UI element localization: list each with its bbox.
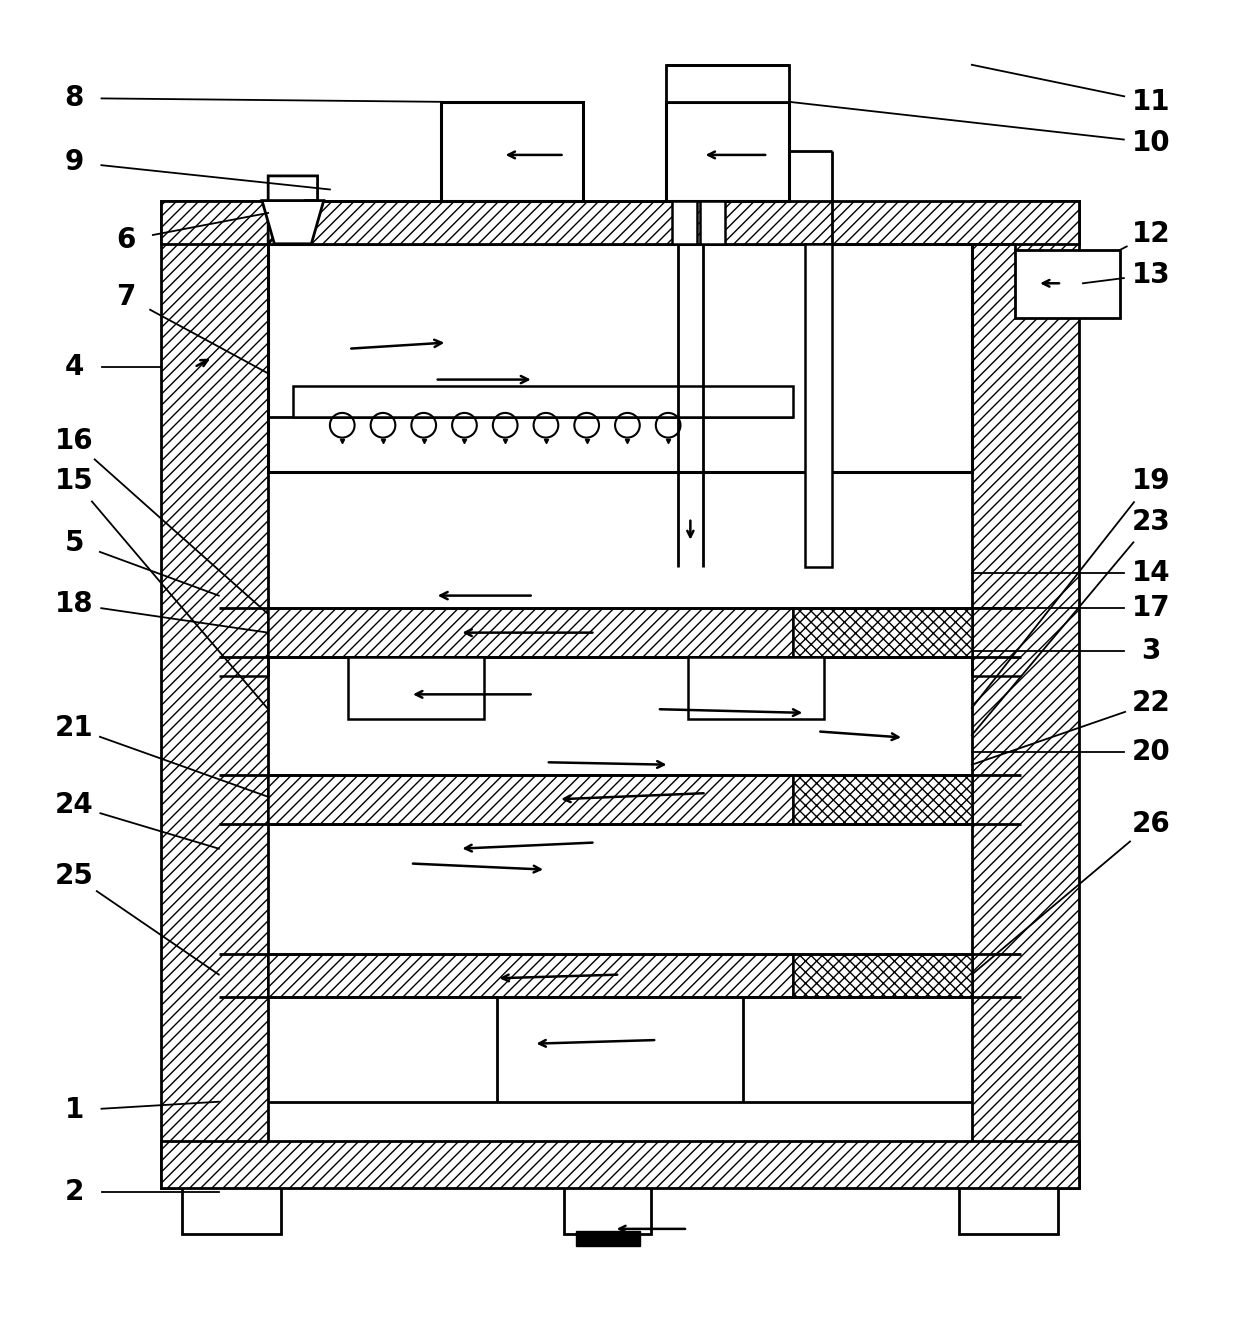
Bar xyxy=(575,1231,640,1246)
Bar xyxy=(348,657,484,719)
Bar xyxy=(960,1186,1058,1234)
Bar xyxy=(792,608,972,657)
Text: 11: 11 xyxy=(1132,88,1171,115)
Text: 13: 13 xyxy=(1131,260,1171,289)
Bar xyxy=(268,954,792,997)
Bar xyxy=(161,200,268,1188)
Text: 25: 25 xyxy=(55,861,94,890)
Bar xyxy=(161,1141,1079,1188)
Bar xyxy=(972,200,1079,1188)
Text: 12: 12 xyxy=(1131,220,1171,248)
Text: 22: 22 xyxy=(1131,689,1171,717)
Bar xyxy=(268,608,792,657)
Bar xyxy=(293,386,792,417)
Bar xyxy=(792,775,972,824)
Text: 5: 5 xyxy=(64,528,84,556)
Bar xyxy=(268,775,792,824)
Text: 17: 17 xyxy=(1131,594,1171,622)
Text: 15: 15 xyxy=(55,467,94,495)
Bar xyxy=(1016,249,1120,318)
Bar xyxy=(672,200,697,244)
Text: 10: 10 xyxy=(1131,129,1171,157)
Text: 8: 8 xyxy=(64,84,84,111)
Bar xyxy=(161,200,1079,244)
Text: 3: 3 xyxy=(1141,637,1161,665)
Text: 9: 9 xyxy=(64,149,84,176)
Bar xyxy=(666,65,789,102)
Bar xyxy=(182,1186,280,1234)
Polygon shape xyxy=(262,200,324,244)
Bar xyxy=(268,244,972,472)
Text: 19: 19 xyxy=(1132,467,1171,495)
Text: 2: 2 xyxy=(64,1178,84,1206)
Bar xyxy=(701,200,725,244)
Text: 6: 6 xyxy=(117,226,136,253)
Bar xyxy=(666,102,789,200)
Text: 20: 20 xyxy=(1131,738,1171,767)
Bar xyxy=(564,1186,651,1234)
Text: 4: 4 xyxy=(64,353,84,381)
Text: 21: 21 xyxy=(55,714,94,742)
Bar xyxy=(441,102,583,200)
Text: 26: 26 xyxy=(1131,809,1171,837)
Bar xyxy=(688,657,823,719)
Text: 1: 1 xyxy=(64,1096,84,1124)
Text: 24: 24 xyxy=(55,791,94,820)
Text: 16: 16 xyxy=(55,427,94,455)
Text: 7: 7 xyxy=(117,283,136,311)
Bar xyxy=(805,244,832,567)
Text: 18: 18 xyxy=(55,591,94,618)
Text: 14: 14 xyxy=(1131,560,1171,588)
Text: 23: 23 xyxy=(1131,507,1171,536)
Bar xyxy=(792,954,972,997)
Polygon shape xyxy=(268,176,317,244)
